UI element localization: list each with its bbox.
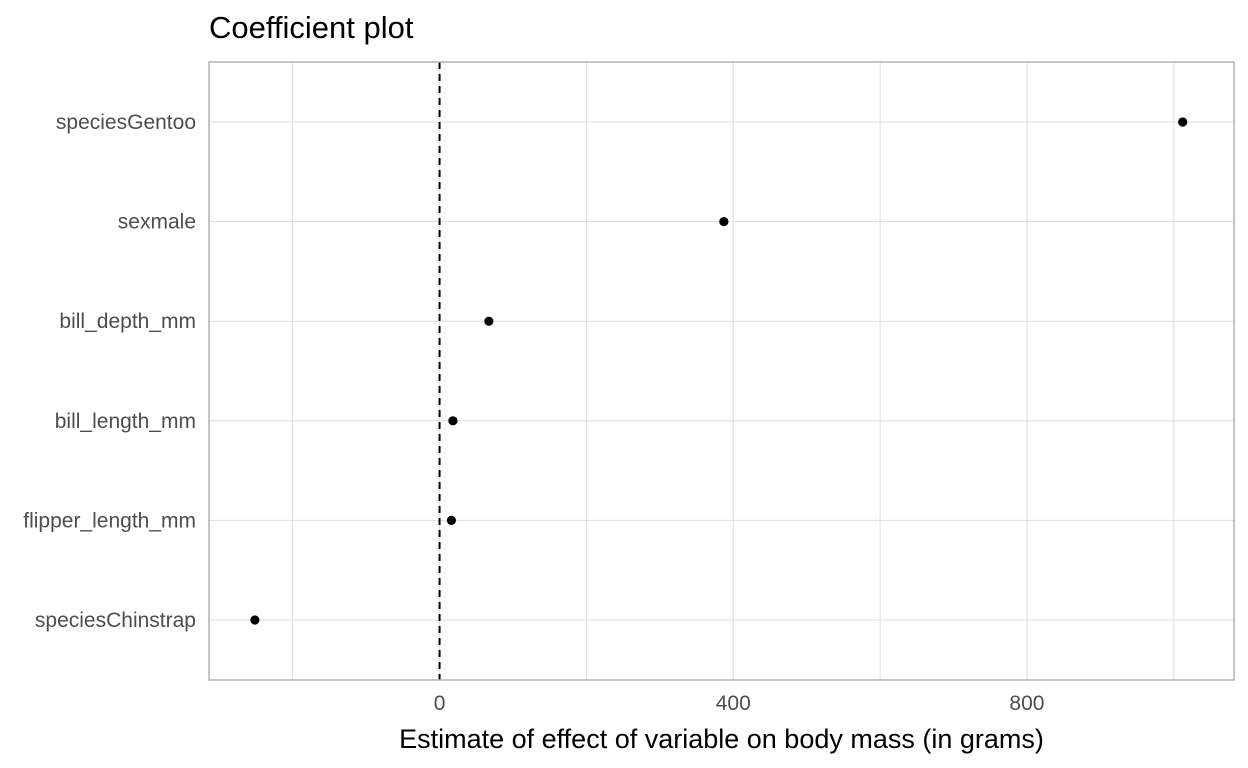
- y-tick-label: speciesChinstrap: [35, 609, 196, 632]
- point-flipper-length-mm: [446, 515, 457, 526]
- point-sexmale: [719, 217, 729, 227]
- grid-lines: [209, 62, 1234, 680]
- point-specieschinstrap: [250, 615, 260, 625]
- y-tick-labels: speciesChinstrap flipper_length_mm bill_le…: [23, 111, 196, 632]
- panel-border: [208, 61, 1235, 681]
- y-tick-label: bill_length_mm: [55, 410, 196, 433]
- x-axis-title: Estimate of effect of variable on body m…: [399, 724, 1044, 754]
- y-tick-label: sexmale: [118, 211, 196, 234]
- x-tick-label: 400: [716, 692, 751, 715]
- x-tick-label: 0: [434, 692, 446, 715]
- y-tick-label: flipper_length_mm: [23, 509, 196, 532]
- point-bill-length-mm: [448, 416, 458, 426]
- point-speciesgentoo: [1178, 117, 1188, 127]
- y-tick-label: speciesGentoo: [56, 111, 196, 134]
- y-tick-label: bill_depth_mm: [59, 310, 196, 333]
- x-tick-labels: 0 400 800: [434, 692, 1045, 715]
- data-points: [250, 117, 1188, 625]
- point-bill-depth-mm: [484, 316, 494, 326]
- chart-title: Coefficient plot: [209, 10, 414, 45]
- x-tick-label: 800: [1009, 692, 1044, 715]
